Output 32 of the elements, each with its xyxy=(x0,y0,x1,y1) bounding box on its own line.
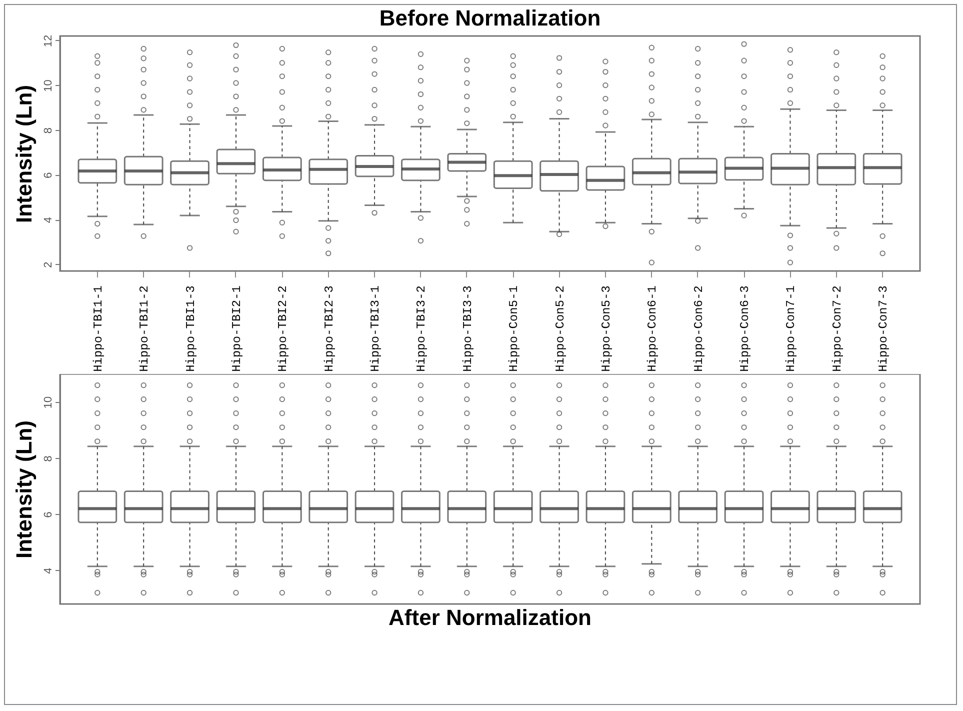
x-tick-label: Hippo-Con7-1 xyxy=(784,286,798,372)
y-tick-label: 10 xyxy=(42,396,54,409)
y-tick-label: 6 xyxy=(42,512,54,518)
x-tick-label: Hippo-Con7-3 xyxy=(876,286,891,372)
x-tick-label: Hippo-Con6-1 xyxy=(646,286,660,372)
y-axis-title: Intensity (Ln) xyxy=(12,420,36,559)
x-tick-label: Hippo-TBI3-2 xyxy=(414,286,429,372)
x-tick-label: Hippo-Con6-2 xyxy=(692,286,706,372)
x-tick-label: Hippo-Con6-3 xyxy=(738,286,752,372)
y-tick-label: 4 xyxy=(42,216,54,224)
text: After Normalization xyxy=(388,605,592,630)
y-tick-label: 2 xyxy=(42,262,54,268)
y-tick-label: 12 xyxy=(42,34,54,48)
x-tick-label: Hippo-TBI2-3 xyxy=(322,286,336,372)
y-tick-label: 4 xyxy=(42,568,54,574)
x-tick-label: Hippo-TBI1-3 xyxy=(184,286,198,372)
y-tick-label: 8 xyxy=(42,127,54,134)
x-tick-label: Hippo-TBI3-1 xyxy=(368,286,383,372)
y-tick-label: 6 xyxy=(42,172,54,178)
x-tick-label: Hippo-Con5-2 xyxy=(553,286,568,372)
x-tick-label: Hippo-Con5-3 xyxy=(599,286,614,372)
x-tick-label: Hippo-Con5-1 xyxy=(507,286,522,372)
y-axis-title: Intensity (Ln) xyxy=(12,84,36,224)
y-tick-label: 8 xyxy=(42,456,54,462)
x-tick-label: Hippo-Con7-2 xyxy=(830,286,844,372)
y-tick-label: 10 xyxy=(42,80,54,92)
chart-title: Before Normalization xyxy=(379,5,601,30)
x-tick-label: Hippo-TBI2-1 xyxy=(230,286,244,372)
x-tick-label: Hippo-TBI2-2 xyxy=(276,286,290,372)
x-tick-label: Hippo-TBI3-3 xyxy=(460,286,475,372)
x-tick-label: Hippo-TBI1-2 xyxy=(138,286,152,372)
x-tick-label: Hippo-TBI1-1 xyxy=(91,286,106,372)
